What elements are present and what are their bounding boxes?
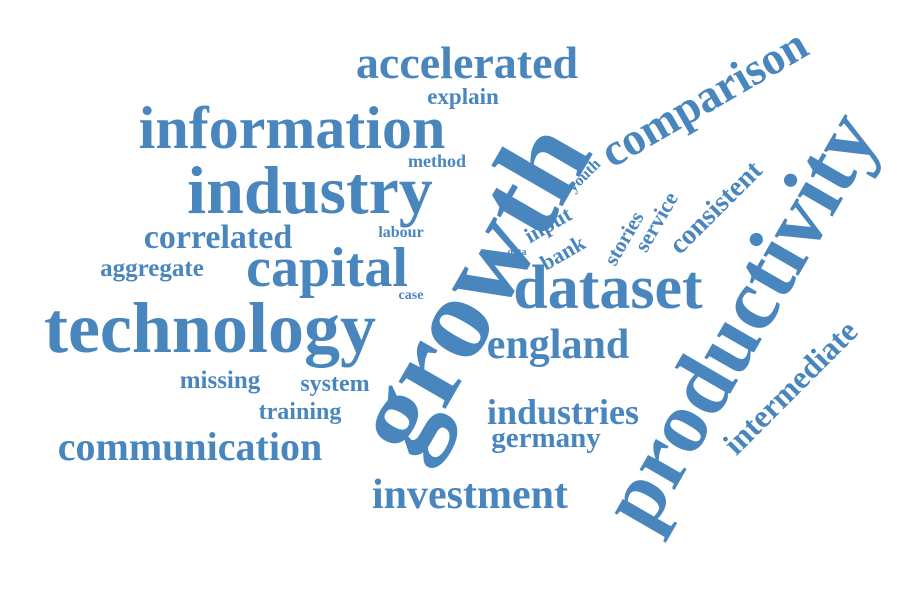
word-information: information [138, 95, 446, 161]
word-germany: germany [491, 421, 601, 454]
word-technology: technology [44, 288, 376, 368]
word-missing: missing [179, 366, 261, 394]
word-system: system [300, 371, 370, 397]
word-industries: industries [486, 392, 640, 432]
word-data: data [507, 247, 527, 258]
word-explain: explain [427, 83, 499, 109]
word-industry: industry [187, 152, 433, 228]
word-england: england [486, 322, 630, 368]
word-dataset: dataset [513, 254, 703, 322]
word-case: case [398, 288, 424, 303]
word-accelerated: accelerated [355, 37, 579, 88]
word-correlated: correlated [143, 219, 293, 256]
word-investment: investment [372, 472, 568, 518]
word-training: training [258, 399, 342, 425]
word-aggregate: aggregate [100, 254, 204, 282]
word-method: method [408, 151, 466, 171]
word-labour: labour [378, 224, 424, 241]
word-communication: communication [57, 424, 323, 469]
word-capital: capital [246, 237, 408, 299]
